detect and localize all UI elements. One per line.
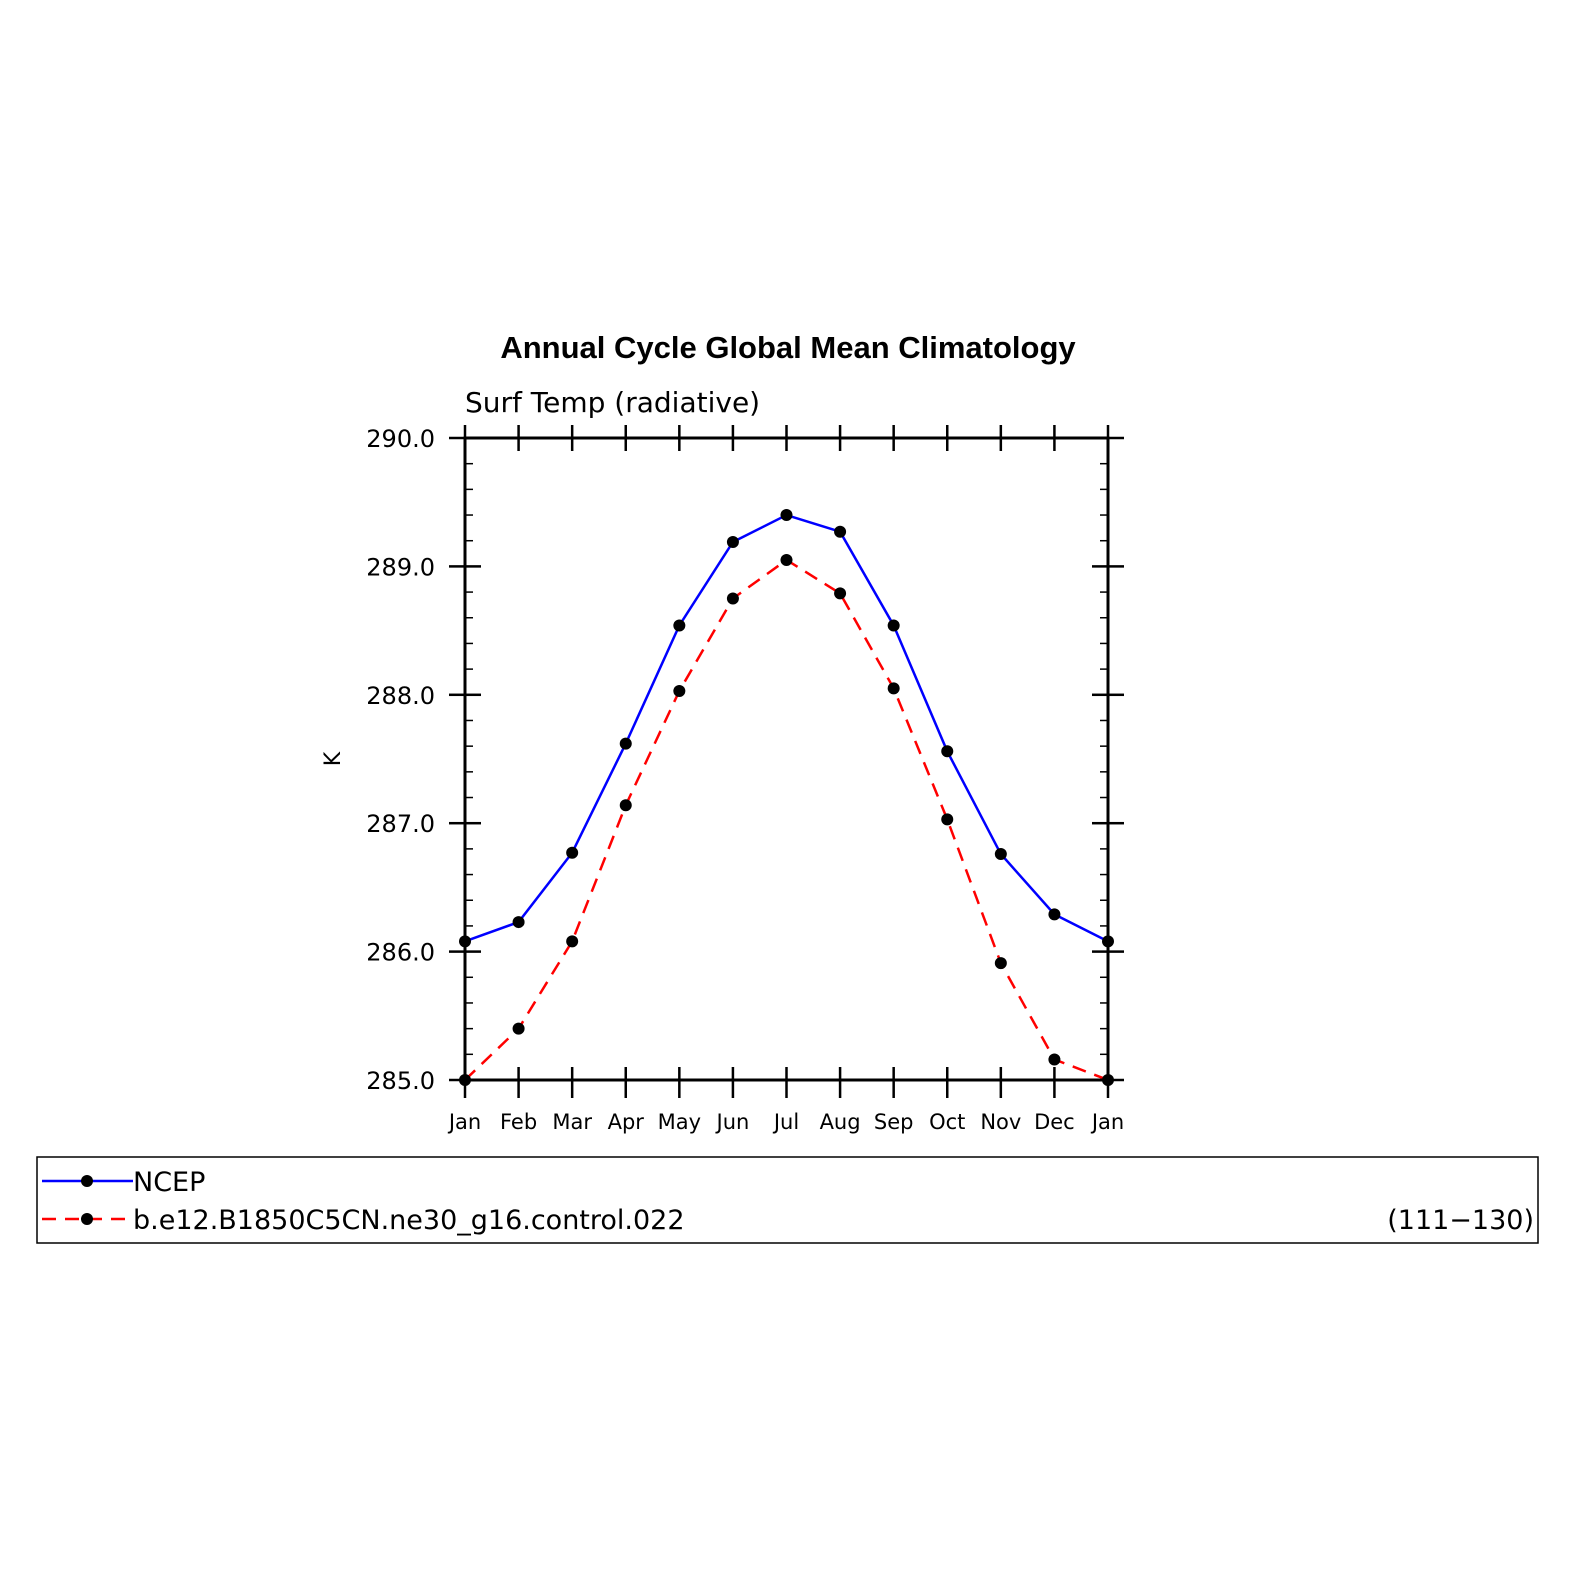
series-1-point [780, 553, 793, 566]
series-line-1 [464, 558, 1109, 1082]
legend-marker-swatch [81, 1213, 93, 1225]
series-1-point [941, 813, 954, 826]
series-line-0 [464, 513, 1109, 943]
series-1-point [1048, 1053, 1061, 1066]
series-lines [464, 513, 1109, 1082]
x-tick-label: Oct [929, 1110, 965, 1134]
y-tick-label: 286.0 [366, 939, 435, 967]
legend-series-label: b.e12.B1850C5CN.ne30_g16.control.022 [133, 1205, 685, 1236]
legend: NCEP b.e12.B1850C5CN.ne30_g16.control.022… [36, 1156, 1539, 1244]
x-tick-label: Nov [980, 1110, 1021, 1134]
x-tick-label: Jan [1090, 1110, 1124, 1134]
axis-ticks [449, 425, 1124, 1098]
series-1-point [673, 684, 686, 697]
series-0-point [566, 846, 579, 859]
series-1-point [834, 587, 847, 600]
legend-note: (111−130) [1387, 1205, 1534, 1236]
legend-entry-1: b.e12.B1850C5CN.ne30_g16.control.022 [42, 1205, 685, 1236]
legend-entry-0: NCEP [42, 1167, 205, 1198]
series-0-point [887, 619, 900, 632]
series-0-point [941, 745, 954, 758]
series-0-point [512, 916, 525, 929]
series-0-point [1048, 908, 1061, 921]
x-tick-label: Jan [447, 1110, 481, 1134]
axis-tick-labels: Jan Feb Mar Apr May Jun Jul Aug Sep Oct Nov Dec Jan 2… [366, 425, 1124, 1134]
x-tick-label: Jul [772, 1110, 799, 1134]
x-tick-label: Feb [500, 1110, 537, 1134]
x-tick-label: Mar [552, 1110, 592, 1134]
series-0-point [673, 619, 686, 632]
series-1-point [726, 592, 739, 605]
series-1-point [512, 1022, 525, 1035]
x-tick-label: Sep [874, 1110, 914, 1134]
legend-entries: NCEP b.e12.B1850C5CN.ne30_g16.control.022 [42, 1167, 685, 1236]
chart-subtitle: Surf Temp (radiative) [465, 386, 760, 419]
series-1-point [994, 957, 1007, 970]
y-axis-label: K [321, 751, 346, 766]
y-tick-label: 287.0 [366, 810, 435, 838]
chart-title: Annual Cycle Global Mean Climatology [500, 330, 1076, 365]
x-tick-label: Apr [608, 1110, 645, 1134]
y-tick-label: 288.0 [366, 682, 435, 710]
series-0-point [780, 509, 793, 522]
x-tick-label: Jun [715, 1110, 750, 1134]
x-tick-label: Aug [820, 1110, 861, 1134]
series-1-point [566, 935, 579, 948]
x-tick-label: May [658, 1110, 701, 1134]
plot-frame [463, 436, 1110, 1082]
x-tick-label: Dec [1034, 1110, 1075, 1134]
y-tick-label: 285.0 [366, 1067, 435, 1095]
legend-box [36, 1156, 1539, 1244]
series-markers [459, 509, 1114, 1086]
y-tick-label: 289.0 [366, 553, 435, 581]
series-0-point [619, 737, 632, 750]
legend-series-label: NCEP [133, 1167, 205, 1198]
series-1-point [619, 799, 632, 812]
series-0-point [994, 848, 1007, 861]
series-0-point [834, 525, 847, 538]
legend-marker-swatch [81, 1175, 93, 1187]
series-0-point [726, 536, 739, 549]
series-1-point [887, 682, 900, 695]
y-tick-label: 290.0 [366, 425, 435, 453]
